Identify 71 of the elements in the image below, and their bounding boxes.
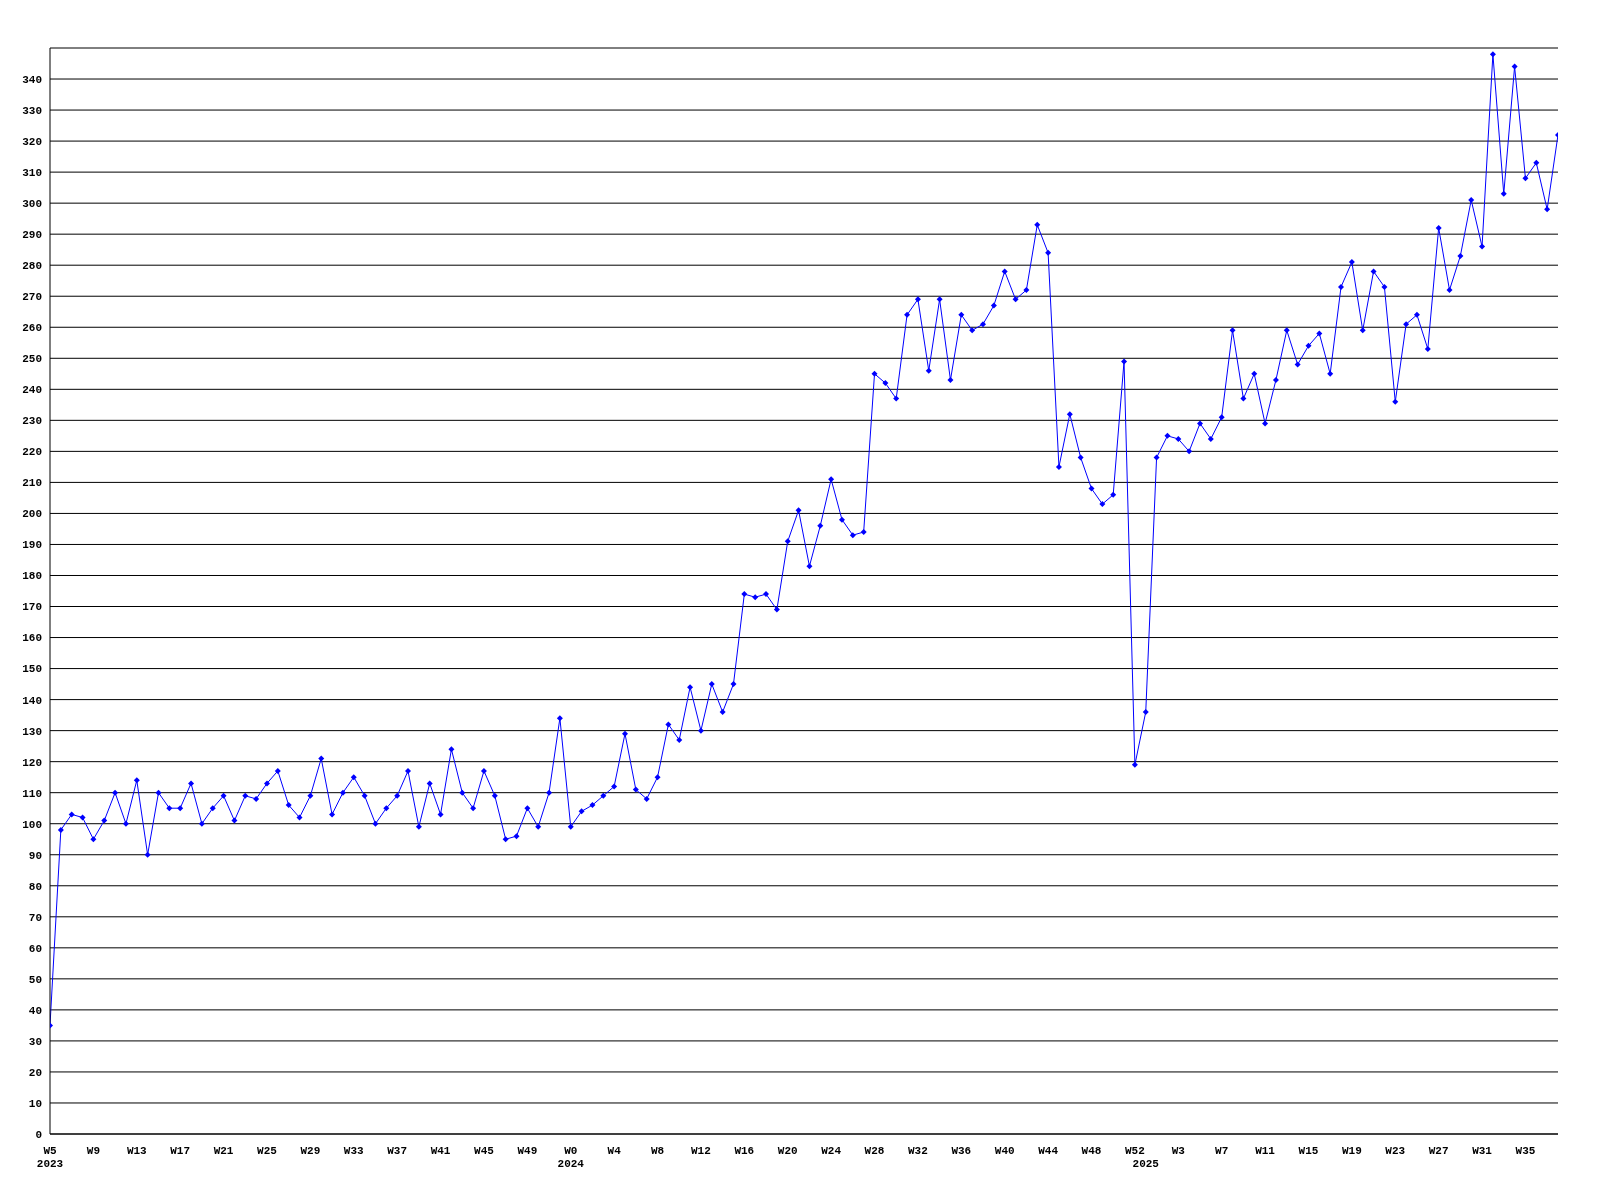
x-tick-label: W35 — [1515, 1145, 1536, 1157]
y-tick-label: 0 — [35, 1128, 42, 1141]
y-tick-label: 180 — [22, 570, 42, 583]
x-tick-label: W16 — [734, 1145, 755, 1157]
x-tick-label: W31 — [1472, 1145, 1493, 1157]
x-tick-label: W0 2024 — [557, 1145, 585, 1170]
y-tick-label: 270 — [22, 291, 42, 304]
y-tick-label: 160 — [22, 632, 42, 645]
x-tick-label: W48 — [1081, 1145, 1102, 1157]
y-tick-label: 170 — [22, 601, 42, 614]
x-tick-label: W44 — [1038, 1145, 1059, 1157]
y-tick-label: 190 — [22, 539, 42, 552]
y-tick-label: 70 — [28, 911, 42, 924]
y-tick-label: 200 — [22, 508, 42, 521]
y-tick-label: 240 — [22, 384, 42, 397]
y-tick-label: 210 — [22, 477, 42, 490]
x-tick-label: W13 — [126, 1145, 148, 1157]
x-tick-label: W41 — [430, 1145, 451, 1157]
y-tick-label: 150 — [22, 663, 42, 676]
x-tick-label: W11 — [1255, 1145, 1276, 1157]
x-tick-label: W52 — [1124, 1145, 1145, 1157]
x-tick-label: W4 — [607, 1145, 622, 1157]
y-tick-label: 50 — [28, 973, 42, 986]
x-tick-label: W40 — [994, 1145, 1015, 1157]
y-tick-label: 90 — [28, 849, 42, 862]
y-tick-label: 130 — [22, 725, 42, 738]
x-tick-label: 2025 — [1132, 1158, 1160, 1170]
y-tick-label: 230 — [22, 415, 42, 428]
x-tick-label: W21 — [213, 1145, 234, 1157]
y-tick-label: 100 — [22, 818, 42, 831]
y-tick-label: 290 — [22, 229, 42, 242]
x-tick-label: W12 — [691, 1145, 711, 1157]
x-tick-label: W3 — [1171, 1145, 1186, 1157]
x-tick-label: W19 — [1341, 1145, 1362, 1157]
x-tick-label: W7 — [1215, 1145, 1229, 1157]
x-tick-label: W23 — [1385, 1145, 1406, 1157]
x-tick-label: W8 — [650, 1145, 665, 1157]
x-tick-label: W24 — [821, 1145, 842, 1157]
y-tick-label: 340 — [22, 73, 42, 86]
y-tick-label: 30 — [28, 1035, 42, 1048]
y-tick-label: 60 — [28, 942, 42, 955]
y-tick-label: 220 — [22, 446, 42, 459]
x-tick-label: W27 — [1428, 1145, 1449, 1157]
y-tick-label: 120 — [22, 756, 42, 769]
x-tick-label: W37 — [387, 1145, 408, 1157]
x-tick-label: W49 — [517, 1145, 538, 1157]
x-tick-label: W20 — [777, 1145, 798, 1157]
x-tick-label: W45 — [474, 1145, 495, 1157]
x-tick-label: W15 — [1298, 1145, 1319, 1157]
y-tick-label: 260 — [22, 322, 42, 335]
x-tick-label: W28 — [864, 1145, 885, 1157]
y-tick-label: 10 — [28, 1097, 42, 1110]
y-tick-label: 300 — [22, 198, 42, 211]
x-tick-label: W29 — [300, 1145, 321, 1157]
y-tick-label: 40 — [28, 1004, 42, 1017]
x-tick-label: W9 — [86, 1145, 100, 1157]
y-tick-label: 110 — [22, 787, 42, 800]
y-tick-label: 320 — [22, 135, 42, 148]
y-tick-label: 140 — [22, 694, 42, 707]
x-tick-label: W25 — [257, 1145, 278, 1157]
y-tick-label: 310 — [22, 167, 42, 180]
y-tick-label: 330 — [22, 104, 42, 117]
x-tick-label: W17 — [170, 1145, 191, 1157]
y-tick-label: 250 — [22, 353, 42, 366]
y-tick-label: 280 — [22, 260, 42, 273]
x-tick-label: W32 — [908, 1145, 928, 1157]
x-tick-label: W5 2023 — [36, 1145, 64, 1170]
y-tick-label: 20 — [28, 1066, 42, 1079]
x-tick-label: W36 — [951, 1145, 972, 1157]
y-tick-label: 80 — [28, 880, 42, 893]
x-tick-label: W33 — [343, 1145, 365, 1157]
